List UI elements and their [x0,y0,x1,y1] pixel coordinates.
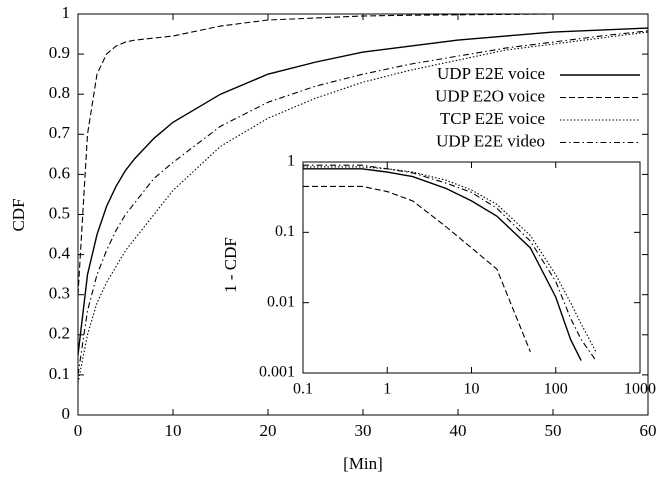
data-line [303,185,531,353]
data-line [303,168,582,361]
data-line [303,166,597,353]
x-tick-label: 60 [640,421,657,440]
x-tick-label: 100 [544,381,568,398]
y-tick-label: 0.7 [49,123,71,142]
y-tick-label: 1 [287,153,295,170]
legend-label: UDP E2O voice [435,86,545,105]
x-tick-label: 40 [450,421,467,440]
y-tick-label: 0.01 [267,293,295,310]
y-tick-label: 0.6 [49,163,70,182]
data-line [77,13,648,295]
y-tick-label: 0.001 [259,364,295,381]
x-tick-label: 10 [464,381,480,398]
y-tick-label: 0.8 [49,83,70,102]
legend-label: TCP E2E voice [440,109,545,128]
x-tick-label: 10 [165,421,182,440]
x-axis-label: [Min] [343,454,383,473]
data-line [77,27,649,355]
plot-frame [302,161,641,374]
x-tick-label: 20 [260,421,277,440]
x-tick-label: 1 [383,381,391,398]
y-tick-label: 0.3 [49,284,70,303]
y-tick-label: 0.1 [275,223,295,240]
x-tick-label: 0 [74,421,83,440]
y-tick-label: 0.4 [49,244,71,263]
x-tick-label: 1000 [624,381,656,398]
y-tick-label: 0.9 [49,43,70,62]
x-tick-label: 0.1 [293,381,313,398]
data-line [303,164,597,361]
y-axis-label: 1 - CDF [221,237,240,293]
y-tick-label: 0.1 [49,364,70,383]
x-tick-label: 50 [545,421,562,440]
y-tick-label: 0.5 [49,203,70,222]
x-tick-label: 30 [355,421,372,440]
y-tick-label: 1 [62,3,71,22]
y-axis-label: CDF [9,198,28,231]
data-line [77,30,649,375]
y-tick-label: 0 [62,404,71,423]
y-tick-label: 0.2 [49,324,70,343]
legend-label: UDP E2E voice [437,64,545,83]
legend-label: UDP E2E video [436,131,545,150]
